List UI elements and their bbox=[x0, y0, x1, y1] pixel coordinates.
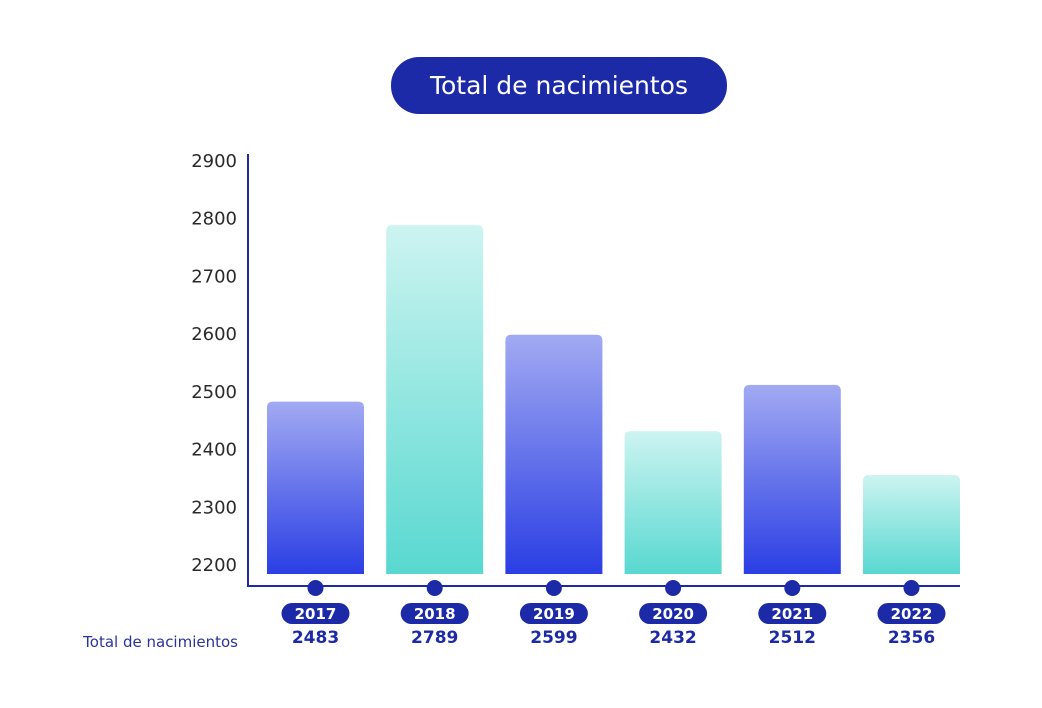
bars-group bbox=[267, 225, 960, 574]
chart-title: Total de nacimientos bbox=[429, 71, 689, 100]
y-tick-label: 2400 bbox=[191, 440, 237, 461]
chart-title-pill: Total de nacimientos bbox=[391, 57, 727, 114]
y-tick-label: 2600 bbox=[191, 324, 237, 345]
axis-marker-dot bbox=[307, 580, 324, 596]
year-pill bbox=[519, 603, 588, 624]
data-value-label: 2432 bbox=[649, 628, 696, 648]
year-pill bbox=[400, 603, 469, 624]
data-value-label: 2483 bbox=[292, 628, 339, 648]
axis-marker-dot bbox=[903, 580, 920, 596]
data-value-label: 2789 bbox=[411, 628, 458, 648]
x-tick-label: 2019 bbox=[533, 605, 575, 623]
x-tick-label: 2022 bbox=[891, 605, 933, 623]
bar-2022 bbox=[863, 474, 960, 574]
y-tick-labels: 2200 2300 2400 2500 2600 2700 2800 2900 bbox=[191, 151, 237, 576]
axis-marker-dot bbox=[545, 580, 562, 596]
y-tick-label: 2200 bbox=[191, 555, 237, 576]
year-pill bbox=[758, 603, 827, 624]
x-tick-label: 2020 bbox=[652, 605, 694, 623]
axis-marker-dot bbox=[784, 580, 801, 596]
bar-2017 bbox=[267, 401, 364, 574]
x-tick-label: 2018 bbox=[414, 605, 456, 623]
y-tick-label: 2500 bbox=[191, 382, 237, 403]
axis-marker-dot bbox=[426, 580, 443, 596]
y-tick-label: 2900 bbox=[191, 151, 237, 172]
x-tick-label: 2017 bbox=[295, 605, 337, 623]
y-tick-label: 2800 bbox=[191, 209, 237, 230]
data-value-label: 2512 bbox=[769, 628, 816, 648]
bar-2021 bbox=[743, 384, 841, 574]
row-label: Total de nacimientos bbox=[82, 633, 238, 651]
year-pill bbox=[877, 603, 946, 624]
year-pill bbox=[281, 603, 350, 624]
y-tick-label: 2700 bbox=[191, 266, 237, 287]
data-value-label: 2599 bbox=[530, 628, 577, 648]
data-value-label: 2356 bbox=[888, 628, 935, 648]
x-tick-label: 2021 bbox=[771, 605, 813, 623]
bar-2019 bbox=[505, 334, 603, 574]
x-category-labels: 2017 2483 2018 2789 2019 2599 2020 2432 2021 2512… bbox=[281, 580, 946, 648]
bar-2020 bbox=[624, 431, 722, 574]
bar-2018 bbox=[386, 225, 484, 574]
axis-marker-dot bbox=[665, 580, 682, 596]
year-pill bbox=[639, 603, 708, 624]
y-tick-label: 2300 bbox=[191, 497, 237, 518]
